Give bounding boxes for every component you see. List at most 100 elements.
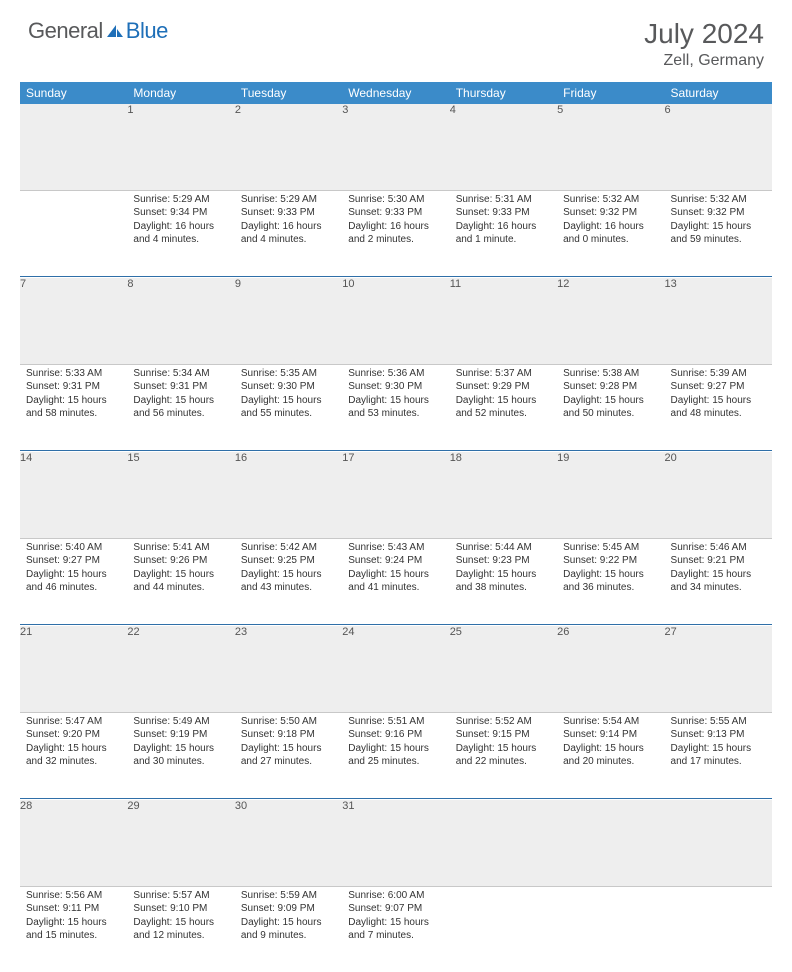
day-number: 25 (450, 626, 557, 712)
day-cell: Sunrise: 5:54 AMSunset: 9:14 PMDaylight:… (557, 712, 664, 798)
day-cell: Sunrise: 5:55 AMSunset: 9:13 PMDaylight:… (665, 712, 772, 798)
day-details: Sunrise: 5:42 AMSunset: 9:25 PMDaylight:… (235, 539, 342, 601)
weekday-header: Friday (557, 82, 664, 104)
day-cell: Sunrise: 5:35 AMSunset: 9:30 PMDaylight:… (235, 364, 342, 450)
day-details: Sunrise: 5:29 AMSunset: 9:34 PMDaylight:… (127, 191, 234, 253)
day-cell: Sunrise: 5:52 AMSunset: 9:15 PMDaylight:… (450, 712, 557, 798)
day-number: 26 (557, 626, 664, 712)
daynum-row: 123456 (20, 104, 772, 190)
day-number (665, 800, 772, 886)
daynum-row: 21222324252627 (20, 626, 772, 712)
day-number: 22 (127, 626, 234, 712)
day-cell: Sunrise: 5:56 AMSunset: 9:11 PMDaylight:… (20, 886, 127, 972)
day-cell: Sunrise: 5:40 AMSunset: 9:27 PMDaylight:… (20, 538, 127, 624)
daynum-row: 28293031 (20, 800, 772, 886)
day-cell: Sunrise: 5:33 AMSunset: 9:31 PMDaylight:… (20, 364, 127, 450)
day-cell: Sunrise: 5:37 AMSunset: 9:29 PMDaylight:… (450, 364, 557, 450)
day-details: Sunrise: 5:40 AMSunset: 9:27 PMDaylight:… (20, 539, 127, 601)
weekday-header: Wednesday (342, 82, 449, 104)
day-cell: Sunrise: 5:44 AMSunset: 9:23 PMDaylight:… (450, 538, 557, 624)
day-cell: Sunrise: 5:36 AMSunset: 9:30 PMDaylight:… (342, 364, 449, 450)
day-number: 2 (235, 104, 342, 190)
day-number: 6 (665, 104, 772, 190)
day-details: Sunrise: 5:47 AMSunset: 9:20 PMDaylight:… (20, 713, 127, 775)
day-cell: Sunrise: 5:31 AMSunset: 9:33 PMDaylight:… (450, 190, 557, 276)
day-number: 24 (342, 626, 449, 712)
day-details: Sunrise: 5:44 AMSunset: 9:23 PMDaylight:… (450, 539, 557, 601)
day-details: Sunrise: 5:56 AMSunset: 9:11 PMDaylight:… (20, 887, 127, 949)
day-details: Sunrise: 5:57 AMSunset: 9:10 PMDaylight:… (127, 887, 234, 949)
day-number (20, 104, 127, 190)
day-number: 29 (127, 800, 234, 886)
day-number: 16 (235, 452, 342, 538)
logo: General Blue (28, 18, 168, 44)
day-cell: Sunrise: 5:59 AMSunset: 9:09 PMDaylight:… (235, 886, 342, 972)
logo-text-general: General (28, 18, 103, 44)
day-details: Sunrise: 5:29 AMSunset: 9:33 PMDaylight:… (235, 191, 342, 253)
day-details: Sunrise: 5:35 AMSunset: 9:30 PMDaylight:… (235, 365, 342, 427)
day-number: 17 (342, 452, 449, 538)
day-details: Sunrise: 5:52 AMSunset: 9:15 PMDaylight:… (450, 713, 557, 775)
day-cell: Sunrise: 5:30 AMSunset: 9:33 PMDaylight:… (342, 190, 449, 276)
day-cell: Sunrise: 5:50 AMSunset: 9:18 PMDaylight:… (235, 712, 342, 798)
day-cell (20, 190, 127, 276)
weekday-header: Sunday (20, 82, 127, 104)
header: General Blue July 2024 Zell, Germany (0, 0, 792, 78)
day-cell: Sunrise: 5:42 AMSunset: 9:25 PMDaylight:… (235, 538, 342, 624)
sail-icon (106, 24, 124, 38)
day-details: Sunrise: 5:45 AMSunset: 9:22 PMDaylight:… (557, 539, 664, 601)
day-details: Sunrise: 5:32 AMSunset: 9:32 PMDaylight:… (665, 191, 772, 253)
day-details: Sunrise: 5:51 AMSunset: 9:16 PMDaylight:… (342, 713, 449, 775)
day-cell: Sunrise: 5:39 AMSunset: 9:27 PMDaylight:… (665, 364, 772, 450)
day-number: 13 (665, 278, 772, 364)
daynum-row: 14151617181920 (20, 452, 772, 538)
day-details: Sunrise: 5:46 AMSunset: 9:21 PMDaylight:… (665, 539, 772, 601)
weekday-header: Thursday (450, 82, 557, 104)
day-number: 15 (127, 452, 234, 538)
day-number: 27 (665, 626, 772, 712)
day-details: Sunrise: 5:43 AMSunset: 9:24 PMDaylight:… (342, 539, 449, 601)
day-cell: Sunrise: 5:34 AMSunset: 9:31 PMDaylight:… (127, 364, 234, 450)
day-cell: Sunrise: 5:43 AMSunset: 9:24 PMDaylight:… (342, 538, 449, 624)
day-number: 7 (20, 278, 127, 364)
weekday-header: Tuesday (235, 82, 342, 104)
logo-text-blue: Blue (126, 18, 168, 44)
day-number: 23 (235, 626, 342, 712)
day-number: 4 (450, 104, 557, 190)
weekday-header-row: SundayMondayTuesdayWednesdayThursdayFrid… (20, 82, 772, 104)
day-cell: Sunrise: 5:41 AMSunset: 9:26 PMDaylight:… (127, 538, 234, 624)
day-details: Sunrise: 5:50 AMSunset: 9:18 PMDaylight:… (235, 713, 342, 775)
weekday-header: Saturday (665, 82, 772, 104)
day-number: 18 (450, 452, 557, 538)
day-cell: Sunrise: 5:38 AMSunset: 9:28 PMDaylight:… (557, 364, 664, 450)
day-number: 10 (342, 278, 449, 364)
day-number: 30 (235, 800, 342, 886)
day-body-row: Sunrise: 5:47 AMSunset: 9:20 PMDaylight:… (20, 712, 772, 798)
day-details: Sunrise: 5:38 AMSunset: 9:28 PMDaylight:… (557, 365, 664, 427)
day-number: 28 (20, 800, 127, 886)
day-cell: Sunrise: 5:29 AMSunset: 9:33 PMDaylight:… (235, 190, 342, 276)
day-details: Sunrise: 5:33 AMSunset: 9:31 PMDaylight:… (20, 365, 127, 427)
day-number: 9 (235, 278, 342, 364)
day-details: Sunrise: 5:30 AMSunset: 9:33 PMDaylight:… (342, 191, 449, 253)
day-details: Sunrise: 5:59 AMSunset: 9:09 PMDaylight:… (235, 887, 342, 949)
day-number (557, 800, 664, 886)
day-details: Sunrise: 5:37 AMSunset: 9:29 PMDaylight:… (450, 365, 557, 427)
day-cell: Sunrise: 5:47 AMSunset: 9:20 PMDaylight:… (20, 712, 127, 798)
day-number: 8 (127, 278, 234, 364)
day-body-row: Sunrise: 5:33 AMSunset: 9:31 PMDaylight:… (20, 364, 772, 450)
daynum-row: 78910111213 (20, 278, 772, 364)
weekday-header: Monday (127, 82, 234, 104)
day-cell: Sunrise: 5:29 AMSunset: 9:34 PMDaylight:… (127, 190, 234, 276)
day-body-row: Sunrise: 5:56 AMSunset: 9:11 PMDaylight:… (20, 886, 772, 972)
title-block: July 2024 Zell, Germany (644, 18, 764, 70)
day-number: 12 (557, 278, 664, 364)
day-number (450, 800, 557, 886)
day-number: 21 (20, 626, 127, 712)
day-details: Sunrise: 5:34 AMSunset: 9:31 PMDaylight:… (127, 365, 234, 427)
day-number: 3 (342, 104, 449, 190)
day-number: 14 (20, 452, 127, 538)
day-cell: Sunrise: 5:49 AMSunset: 9:19 PMDaylight:… (127, 712, 234, 798)
day-number: 19 (557, 452, 664, 538)
day-details: Sunrise: 5:54 AMSunset: 9:14 PMDaylight:… (557, 713, 664, 775)
